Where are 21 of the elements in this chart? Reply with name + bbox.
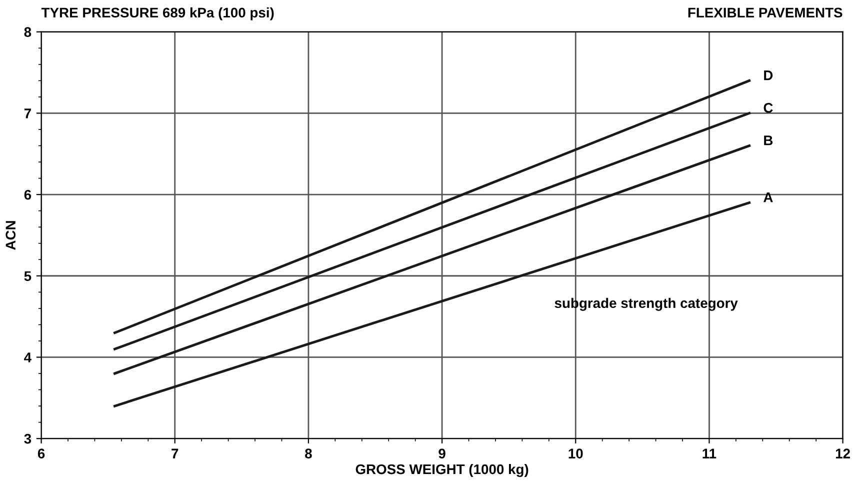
series-label: B xyxy=(764,136,773,146)
y-tick-label: 5 xyxy=(24,271,32,282)
y-tick-label: 4 xyxy=(24,352,32,362)
x-tick-label: 7 xyxy=(172,448,178,458)
x-tick-label: 10 xyxy=(568,448,583,458)
x-axis-title: GROSS WEIGHT (1000 kg) xyxy=(356,464,528,478)
y-tick-label: 6 xyxy=(24,190,32,200)
series-label: C xyxy=(764,102,773,113)
x-tick-label: 11 xyxy=(702,448,716,458)
chart-subtitle: FLEXIBLE PAVEMENTS xyxy=(688,8,842,18)
x-tick-label: 8 xyxy=(305,448,312,458)
x-tick-label: 9 xyxy=(438,448,446,458)
y-tick-label: 7 xyxy=(24,108,31,118)
series-label: A xyxy=(764,192,773,202)
x-tick-label: 6 xyxy=(38,448,45,458)
y-tick-label: 8 xyxy=(24,27,32,38)
series-label: D xyxy=(764,70,773,80)
x-tick-label: 12 xyxy=(836,448,850,458)
y-axis-title: ACN xyxy=(6,221,16,250)
y-tick-label: 3 xyxy=(24,434,32,444)
chart-title: TYRE PRESSURE 689 kPa (100 psi) xyxy=(41,7,274,20)
